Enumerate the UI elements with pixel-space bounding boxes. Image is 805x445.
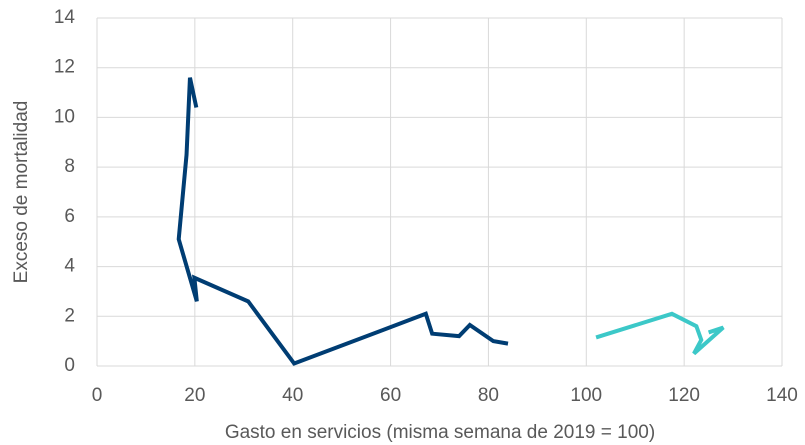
- y-tick-label: 10: [54, 106, 75, 127]
- x-axis-title: Gasto en servicios (misma semana de 2019…: [225, 422, 655, 443]
- x-tick-label: 60: [380, 385, 401, 406]
- x-tick-label: 100: [570, 385, 602, 406]
- y-tick-label: 14: [54, 7, 76, 28]
- x-tick-label: 20: [184, 385, 205, 406]
- x-tick-label: 80: [478, 385, 499, 406]
- y-tick-label: 2: [64, 305, 75, 326]
- y-tick-label: 8: [64, 156, 75, 177]
- x-tick-label: 120: [668, 385, 700, 406]
- data-line: [176, 77, 509, 366]
- y-axis-title: Exceso de mortalidad: [11, 101, 32, 284]
- x-tick-label: 40: [282, 385, 303, 406]
- x-tick-label: 0: [92, 385, 103, 406]
- y-tick-label: 12: [54, 57, 75, 78]
- y-tick-label: 0: [64, 355, 75, 376]
- y-tick-label: 6: [64, 206, 75, 227]
- y-tick-label: 4: [64, 256, 75, 277]
- data-line: [595, 311, 725, 356]
- x-tick-label: 140: [766, 385, 798, 406]
